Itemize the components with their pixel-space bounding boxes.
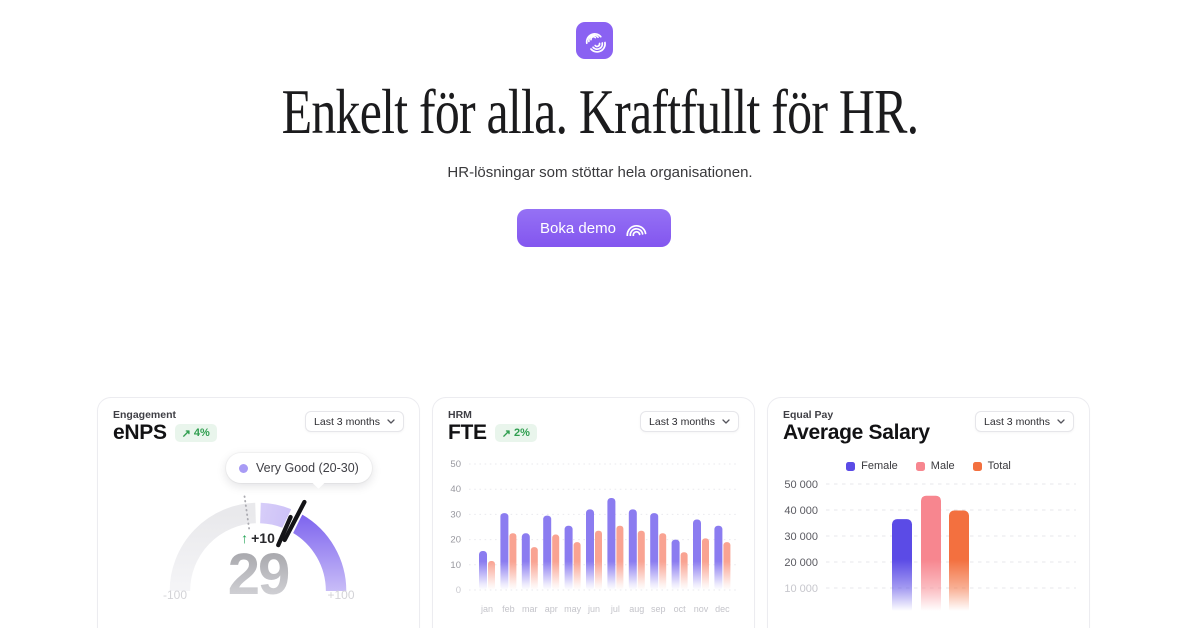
chevron-down-icon	[1057, 419, 1065, 424]
zone-dot-icon	[239, 463, 248, 473]
svg-text:10: 10	[450, 560, 461, 571]
period-label: Last 3 months	[649, 415, 715, 428]
salary-card: Equal Pay Average Salary Last 3 months F…	[767, 397, 1090, 628]
fte-title: FTE	[448, 421, 487, 444]
trend-badge: ↗ 2%	[494, 424, 537, 442]
total-swatch-icon	[972, 461, 982, 471]
card-title: eNPS ↗ 4%	[113, 421, 217, 445]
legend-label: Total	[987, 460, 1011, 472]
svg-text:sep: sep	[651, 604, 666, 614]
fte-card: HRM FTE ↗ 2% Last 3 months 0 10 20 30 40 50 jan…	[432, 397, 755, 628]
salary-title: Average Salary	[783, 421, 930, 444]
period-dropdown[interactable]: Last 3 months	[975, 411, 1074, 432]
svg-text:dec: dec	[715, 604, 730, 614]
gauge-max-label: +100	[327, 588, 355, 602]
svg-text:oct: oct	[674, 604, 687, 614]
trend-value: 2%	[513, 427, 530, 439]
gauge-min-label: -100	[162, 588, 188, 602]
period-dropdown[interactable]: Last 3 months	[305, 411, 404, 432]
legend-item-male: Male	[915, 460, 955, 472]
gauge-tooltip-label: Very Good (20-30)	[256, 461, 359, 475]
period-label: Last 3 months	[984, 415, 1050, 428]
gauge-delta: ↑ +10	[148, 530, 368, 546]
svg-text:10 000: 10 000	[784, 583, 818, 595]
page-subtitle: HR-lösningar som stöttar hela organisati…	[447, 164, 753, 181]
salary-legend: Female Male Total	[768, 460, 1089, 472]
male-swatch-icon	[915, 461, 925, 471]
svg-text:20: 20	[450, 535, 461, 546]
svg-text:50 000: 50 000	[784, 479, 818, 491]
legend-item-female: Female	[846, 460, 898, 472]
svg-text:40: 40	[450, 484, 461, 495]
svg-text:50: 50	[450, 459, 461, 470]
gauge-value: 29	[148, 546, 368, 604]
trend-badge: ↗ 4%	[174, 424, 217, 442]
card-category: HRM	[448, 409, 472, 421]
enps-card: Engagement eNPS ↗ 4% Last 3 months Very G…	[97, 397, 420, 628]
svg-text:feb: feb	[502, 604, 515, 614]
rainbow-arcs-icon	[626, 224, 647, 236]
period-label: Last 3 months	[314, 415, 380, 428]
svg-text:40 000: 40 000	[784, 505, 818, 517]
page-title: Enkelt för alla. Kraftfullt för HR.	[281, 76, 919, 147]
gauge-tooltip: Very Good (20-30)	[226, 453, 372, 483]
svg-text:may: may	[564, 604, 582, 614]
chevron-down-icon	[722, 419, 730, 424]
fte-bar-chart: 0 10 20 30 40 50 jan feb mar apr may jun jul aug sep oc…	[450, 459, 739, 614]
svg-text:aug: aug	[629, 604, 644, 614]
svg-text:apr: apr	[545, 604, 558, 614]
enps-gauge-chart	[169, 492, 347, 592]
svg-text:jan: jan	[480, 604, 493, 614]
trend-up-icon: ↗	[501, 427, 511, 440]
svg-text:jun: jun	[587, 604, 600, 614]
card-category: Engagement	[113, 409, 177, 421]
card-title: FTE ↗ 2%	[448, 421, 537, 445]
chevron-down-icon	[387, 419, 395, 424]
female-swatch-icon	[846, 461, 856, 471]
brand-swirl-icon	[585, 32, 606, 53]
svg-text:jul: jul	[610, 604, 620, 614]
legend-label: Female	[861, 460, 898, 472]
legend-item-total: Total	[972, 460, 1011, 472]
card-title: Average Salary	[783, 421, 930, 445]
salary-bar-chart: 10 000 20 000 30 000 40 000 50 000	[784, 479, 1076, 614]
enps-title: eNPS	[113, 421, 167, 444]
card-category: Equal Pay	[783, 409, 834, 421]
trend-up-icon: ↗	[181, 427, 191, 440]
svg-text:mar: mar	[522, 604, 538, 614]
book-demo-button[interactable]: Boka demo	[517, 209, 671, 247]
svg-text:nov: nov	[694, 604, 709, 614]
brand-logo	[576, 22, 613, 59]
svg-text:30 000: 30 000	[784, 531, 818, 543]
svg-text:20 000: 20 000	[784, 557, 818, 569]
book-demo-label: Boka demo	[540, 219, 616, 237]
legend-label: Male	[930, 460, 955, 472]
period-dropdown[interactable]: Last 3 months	[640, 411, 739, 432]
svg-text:30: 30	[450, 509, 461, 520]
gauge-delta-value: +10	[251, 530, 275, 546]
svg-text:0: 0	[456, 585, 461, 596]
trend-value: 4%	[193, 427, 210, 439]
arrow-up-icon: ↑	[241, 530, 249, 546]
